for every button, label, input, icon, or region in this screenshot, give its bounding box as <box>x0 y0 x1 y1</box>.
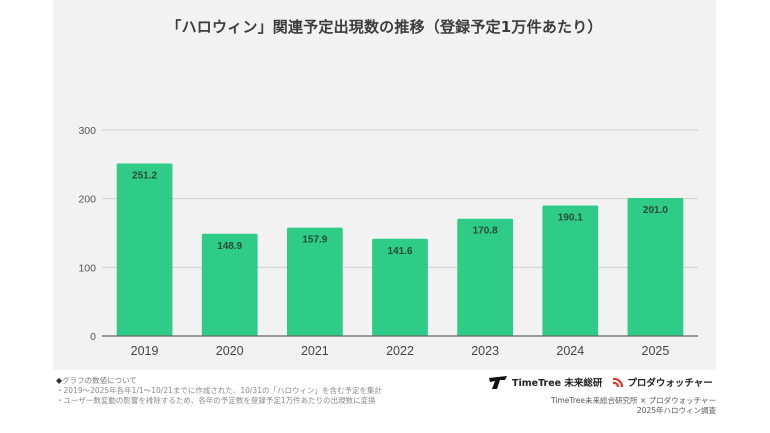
notes-line-2: ・ユーザー数変動の影響を排除するため、各年の予定数を登録予定1万件あたりの出現数… <box>56 396 376 405</box>
data-label: 251.2 <box>132 171 157 182</box>
bars <box>116 163 684 336</box>
y-axis-ticks: 0 100 200 300 <box>78 125 96 343</box>
y-tick-label: 300 <box>78 125 96 137</box>
x-tick-label: 2022 <box>386 344 414 358</box>
blogwatcher-logo: プロダウォッチャー <box>612 375 713 389</box>
chart-notes: ◆グラフの数値について ・2019～2025年各年1/1～10/21までに作成さ… <box>56 376 382 406</box>
data-label: 190.1 <box>558 212 583 223</box>
data-label: 141.6 <box>387 246 412 257</box>
y-tick-label: 200 <box>78 194 96 206</box>
data-label: 170.8 <box>473 226 498 237</box>
x-tick-label: 2020 <box>216 344 244 358</box>
chart-title: 「ハロウィン」関連予定出現数の推移（登録予定1万件あたり） <box>166 18 603 36</box>
notes-heading: グラフの数値について <box>62 376 137 385</box>
data-label: 201.0 <box>643 205 668 216</box>
blogwatcher-logo-text: プロダウォッチャー <box>627 378 713 389</box>
bar-2024 <box>542 205 599 336</box>
data-label: 157.9 <box>302 235 327 246</box>
bar-2023 <box>457 218 514 336</box>
bar-2022 <box>372 238 428 336</box>
x-tick-label: 2025 <box>642 344 670 358</box>
diamond-bullet-icon: ◆ <box>56 376 63 385</box>
x-tick-label: 2019 <box>131 344 159 358</box>
y-tick-label: 0 <box>90 331 96 343</box>
source-credit: TimeTree未来総合研究所 × プロダウォッチャー 2025年ハロウィン調査 <box>551 396 716 416</box>
credit-line-2: 2025年ハロウィン調査 <box>636 406 716 415</box>
timetree-logo-text: TimeTree 未来総研 <box>512 378 603 389</box>
y-tick-label: 100 <box>78 262 96 274</box>
bar-2021 <box>286 227 343 336</box>
timetree-logo: TimeTree 未来総研 <box>488 374 602 390</box>
blogwatcher-rss-icon <box>613 377 624 388</box>
data-label: 148.9 <box>217 241 242 252</box>
bar-2020 <box>201 233 258 336</box>
bar-2025 <box>627 197 684 336</box>
credit-line-1: TimeTree未来総合研究所 × プロダウォッチャー <box>551 396 716 405</box>
x-axis-ticks: 2019 2020 2021 2022 2023 2024 2025 <box>131 344 670 358</box>
x-tick-label: 2021 <box>301 344 329 358</box>
timetree-tree-icon <box>489 376 507 389</box>
bar-2019 <box>116 163 173 336</box>
data-labels: 251.2 148.9 157.9 141.6 170.8 190.1 201.0 <box>132 171 668 257</box>
notes-line-1: ・2019～2025年各年1/1～10/21までに作成された、10/31の「ハロ… <box>56 386 382 395</box>
x-tick-label: 2024 <box>556 344 584 358</box>
x-tick-label: 2023 <box>471 344 499 358</box>
logos: TimeTree 未来総研 プロダウォッチャー <box>488 373 716 391</box>
